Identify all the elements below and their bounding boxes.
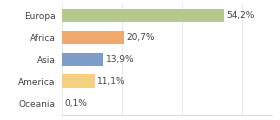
Text: 54,2%: 54,2% — [227, 11, 255, 20]
Bar — [62, 31, 124, 44]
Text: 13,9%: 13,9% — [106, 55, 134, 64]
Bar — [62, 53, 103, 66]
Text: 11,1%: 11,1% — [97, 77, 126, 86]
Bar — [62, 9, 224, 22]
Bar — [62, 75, 95, 88]
Text: 0,1%: 0,1% — [64, 99, 87, 108]
Text: 20,7%: 20,7% — [126, 33, 155, 42]
